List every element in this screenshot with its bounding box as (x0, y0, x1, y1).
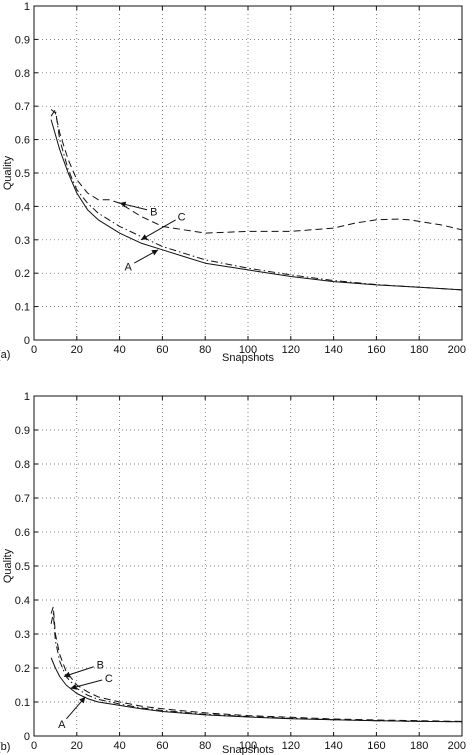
chart-panel-a: 0 20 40 60 80 100 120 140 160 180 200 0 0.1 0.2 0.3 0.4… (0, 1, 466, 364)
annotation-label-b: B (150, 206, 157, 218)
y-tick-label: 0.7 (15, 493, 30, 505)
series-line-a (50, 119, 463, 291)
series-line-c (50, 613, 463, 723)
annotation-arrowhead-c (70, 683, 77, 690)
y-tick-label: 0.6 (15, 135, 30, 147)
x-tick-label: 160 (367, 740, 385, 752)
annotation-arrowhead-a (79, 696, 86, 704)
x-tick-label: 60 (156, 344, 168, 356)
annotation-label-c: C (178, 211, 186, 223)
y-tick-label: 0.5 (15, 561, 30, 573)
y-tick-label: 0.2 (15, 268, 30, 280)
y-tick-label: 0.8 (15, 459, 30, 471)
y-axis-label: Quality (2, 548, 14, 583)
annotation-label-c: C (105, 673, 113, 685)
series-line-b (50, 606, 463, 722)
series-line-c (50, 109, 463, 291)
x-tick-label: 180 (410, 344, 428, 356)
x-tick-label: 40 (113, 344, 125, 356)
series-line-a (50, 657, 463, 723)
x-tick-label: 120 (282, 344, 300, 356)
x-tick-label: 180 (410, 740, 428, 752)
x-tick-label: 140 (324, 344, 342, 356)
x-tick-label: 120 (282, 740, 300, 752)
annotation-arrowhead-b (119, 201, 127, 208)
chart-panel-b: 0 20 40 60 80 100 120 140 160 180 200 0 0.1 0.2 0.3 0.4… (0, 391, 466, 755)
x-tick-label: 200 (448, 740, 466, 752)
x-tick-label: 200 (448, 344, 466, 356)
y-tick-label: 1 (24, 391, 30, 403)
panel-label: (b) (0, 741, 10, 753)
x-tick-label: 20 (71, 344, 83, 356)
panel-label: (a) (0, 349, 10, 361)
y-tick-label: 0.6 (15, 527, 30, 539)
annotation-arrowhead-c (141, 234, 148, 240)
y-tick-label: 0.1 (15, 697, 30, 709)
x-tick-label: 60 (156, 740, 168, 752)
y-tick-label: 0 (24, 335, 30, 347)
y-tick-label: 0.9 (15, 425, 30, 437)
x-tick-label: 100 (239, 740, 257, 752)
x-tick-label: 160 (367, 344, 385, 356)
annotation-label-a: A (58, 719, 66, 731)
y-tick-label: 0.9 (15, 34, 30, 46)
x-tick-label: 100 (239, 344, 257, 356)
annotation-arrowhead-b (63, 671, 71, 678)
series-line-b (50, 109, 463, 234)
y-tick-label: 0 (24, 731, 30, 743)
x-tick-label: 40 (113, 740, 125, 752)
y-tick-label: 0.3 (15, 629, 30, 641)
x-tick-label: 0 (31, 344, 37, 356)
y-tick-label: 0.2 (15, 663, 30, 675)
x-tick-label: 80 (199, 740, 211, 752)
annotation-arrow-c (140, 219, 176, 241)
annotation-label-b: B (97, 660, 104, 672)
x-tick-label: 80 (199, 344, 211, 356)
x-axis-label: Snapshots (222, 352, 274, 364)
y-tick-label: 0.3 (15, 235, 30, 247)
y-tick-label: 1 (24, 1, 30, 13)
y-tick-label: 0.4 (15, 201, 30, 213)
x-tick-label: 140 (324, 740, 342, 752)
x-axis-label: Snapshots (222, 744, 274, 755)
y-tick-label: 0.7 (15, 101, 30, 113)
y-tick-label: 0.8 (15, 68, 30, 80)
annotation-arrowhead-a (151, 249, 159, 256)
y-tick-label: 0.4 (15, 595, 30, 607)
x-tick-label: 0 (31, 740, 37, 752)
x-tick-label: 20 (71, 740, 83, 752)
annotation-label-a: A (124, 262, 132, 274)
y-axis-label: Quality (2, 155, 14, 190)
y-tick-label: 0.1 (15, 302, 30, 314)
y-tick-label: 0.5 (15, 168, 30, 180)
